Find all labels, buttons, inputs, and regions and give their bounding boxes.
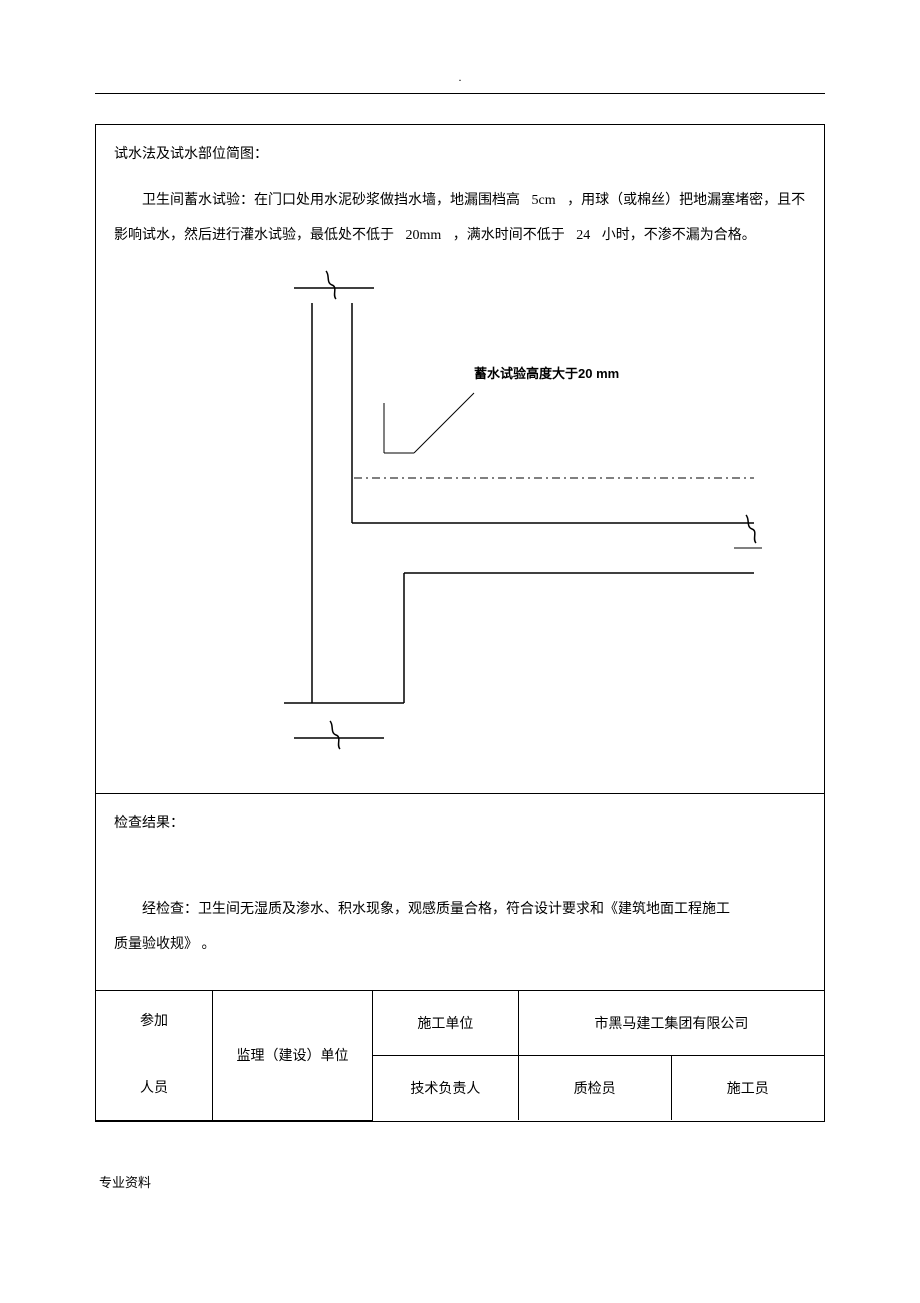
header-dot: .	[95, 70, 825, 85]
value-20mm: 20mm	[406, 228, 442, 243]
supervision-unit-cell: 监理（建设）单位	[212, 991, 372, 1120]
para-text-4: 小时，不渗不漏为合格。	[602, 228, 756, 243]
para-text-1: 卫生间蓄水试验：在门口处用水泥砂浆做挡水墙，地漏围档高	[142, 193, 520, 208]
tech-lead-cell: 技术负责人	[373, 1056, 519, 1121]
diagram-container: 蓄水试验高度大于20 mm	[114, 263, 806, 783]
content-box: 试水法及试水部位简图： 卫生间蓄水试验：在门口处用水泥砂浆做挡水墙，地漏围档高 …	[95, 124, 825, 1122]
value-24: 24	[576, 228, 590, 243]
value-5cm: 5cm	[532, 193, 556, 208]
construction-unit-label: 施工单位	[373, 991, 519, 1056]
para-text-3: ，满水时间不低于	[453, 228, 565, 243]
result-title: 检查结果：	[114, 812, 806, 832]
table-row: 参加 人员 监理（建设）单位 施工单位 市黑马建工集团有限公司	[96, 991, 824, 1056]
participant-table: 参加 人员 监理（建设）单位 施工单位 市黑马建工集团有限公司 技术负责人 质检…	[96, 991, 824, 1121]
footer-text: 专业资料	[95, 1172, 825, 1191]
construction-unit-value: 市黑马建工集团有限公司	[518, 991, 824, 1056]
inspection-result-section: 检查结果： 经检查：卫生间无湿质及渗水、积水现象，观感质量合格，符合设计要求和《…	[96, 794, 824, 991]
method-paragraph: 卫生间蓄水试验：在门口处用水泥砂浆做挡水墙，地漏围档高 5cm ，用球（或棉丝）…	[114, 183, 806, 253]
builder-cell: 施工员	[671, 1056, 824, 1121]
water-height-label: 蓄水试验高度大于20 mm	[474, 363, 619, 382]
qc-cell: 质检员	[518, 1056, 671, 1121]
result-line-1: 经检查：卫生间无湿质及渗水、积水现象，观感质量合格，符合设计要求和《建筑地面工程…	[114, 892, 806, 927]
participants-line1: 参加	[140, 1014, 168, 1029]
section1-title: 试水法及试水部位简图：	[114, 143, 806, 163]
header-rule	[95, 93, 825, 94]
method-diagram-section: 试水法及试水部位简图： 卫生间蓄水试验：在门口处用水泥砂浆做挡水墙，地漏围档高 …	[96, 125, 824, 794]
page: . 试水法及试水部位简图： 卫生间蓄水试验：在门口处用水泥砂浆做挡水墙，地漏围档…	[0, 0, 920, 1231]
cross-section-diagram	[264, 263, 764, 783]
participants-line2: 人员	[140, 1081, 168, 1096]
result-line-2: 质量验收规》 。	[114, 927, 806, 962]
participants-header: 参加 人员	[96, 991, 212, 1120]
